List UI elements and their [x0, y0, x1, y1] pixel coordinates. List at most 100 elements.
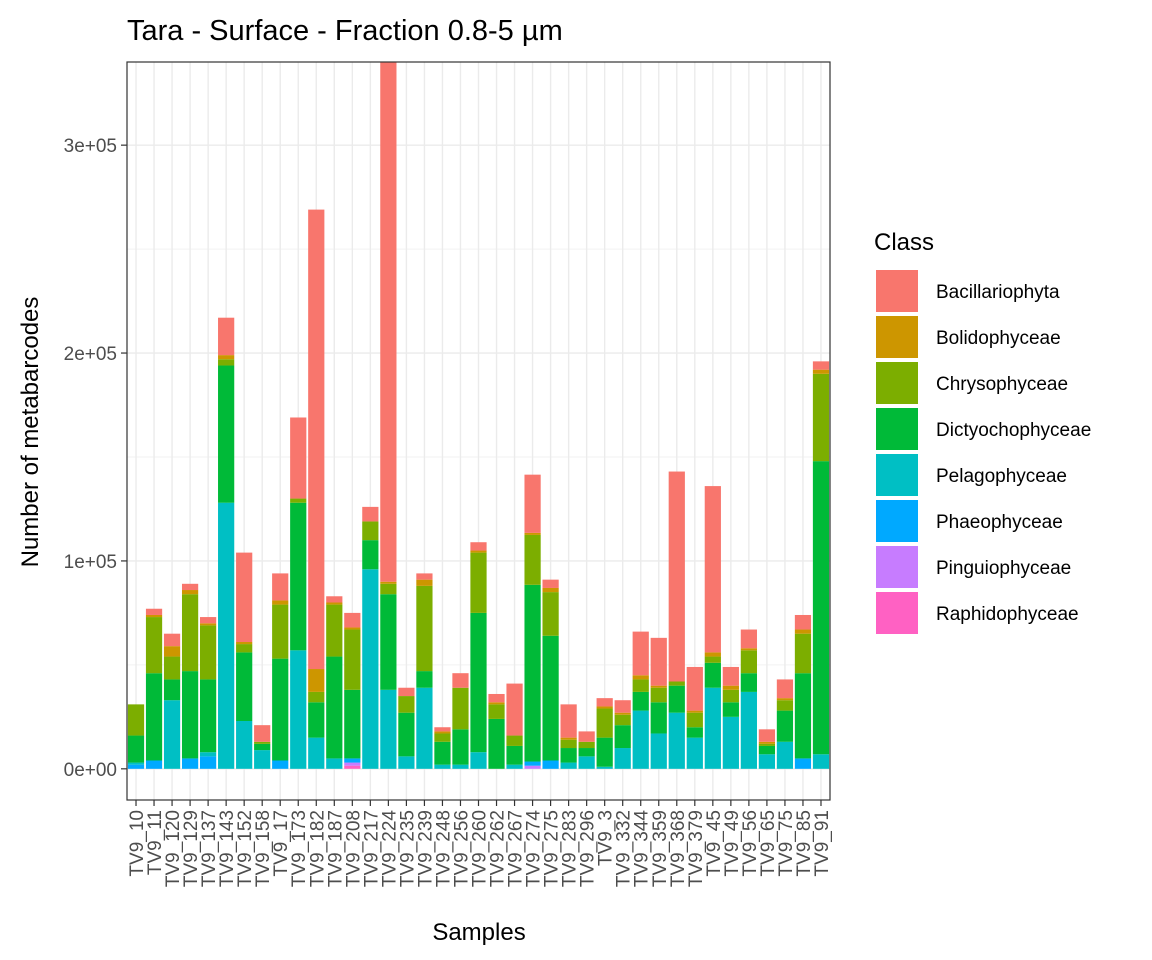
legend-label: Bolidophyceae — [936, 328, 1061, 349]
bar-segment — [127, 704, 145, 736]
legend-label: Raphidophyceae — [936, 604, 1079, 625]
bar-segment — [704, 652, 721, 657]
x-axis: TV9_10TV9_11TV9_120TV9_129TV9_137TV9_143… — [127, 800, 833, 887]
x-tick-label: TV9_10 — [127, 810, 148, 877]
bar-segment — [434, 741, 451, 765]
legend-key — [876, 316, 918, 358]
bar-segment — [452, 729, 469, 765]
bar-segment — [272, 658, 289, 761]
bar-segment — [596, 708, 613, 738]
bar-segment — [794, 633, 812, 674]
x-axis-title: Samples — [432, 919, 525, 946]
bar-segment — [290, 502, 307, 651]
x-tick-label: TV9_17 — [271, 810, 292, 877]
bar-segment — [344, 758, 361, 763]
bar-segment — [704, 662, 721, 688]
x-tick-label: TV9_187 — [325, 810, 346, 887]
bar-segment — [344, 629, 361, 690]
bar-segment — [686, 710, 703, 713]
y-axis: 0e+00 1e+05 2e+05 3e+05 — [64, 136, 127, 781]
bar-segment — [506, 683, 523, 736]
bar-segment — [632, 710, 649, 769]
bar-segment — [488, 704, 505, 719]
bar-segment — [650, 702, 667, 734]
x-tick-label: TV9_359 — [650, 810, 671, 887]
y-axis-title: Number of metabarcodes — [17, 297, 44, 568]
x-tick-label: TV9_65 — [758, 810, 779, 877]
x-tick-label: TV9_173 — [289, 810, 310, 887]
x-tick-label: TV9_120 — [163, 810, 184, 887]
legend-key — [876, 454, 918, 496]
bar-segment — [668, 712, 685, 769]
legend: Class Bacillariophyta Bolidophyceae Chryso… — [874, 229, 1091, 634]
bar-segment — [740, 648, 757, 651]
legend-label: Pinguiophyceae — [936, 558, 1071, 579]
bar-segment — [524, 765, 541, 769]
bar-segment — [542, 579, 559, 588]
x-tick-label: TV9_56 — [740, 810, 761, 877]
legend-key — [876, 546, 918, 588]
bar-segment — [740, 650, 757, 674]
bar-segment — [722, 666, 739, 686]
bar-segment — [704, 687, 721, 769]
bar-segment — [236, 721, 253, 769]
bar-segment — [650, 687, 667, 703]
bar-segment — [218, 365, 235, 503]
y-tick-label: 2e+05 — [64, 344, 117, 365]
bar-segment — [542, 592, 559, 636]
bar-segment — [362, 569, 379, 769]
bar-segment — [434, 727, 451, 732]
legend-label: Dictyochophyceae — [936, 420, 1091, 441]
bar-segment — [200, 679, 217, 753]
x-tick-label: TV9_11 — [145, 810, 166, 875]
bar-segment — [704, 656, 721, 663]
bar-segment — [596, 706, 613, 709]
x-tick-label: TV9_267 — [506, 810, 527, 887]
x-tick-label: TV9_3 — [596, 810, 617, 866]
bar-segment — [416, 671, 433, 688]
bar-segment — [362, 521, 379, 541]
x-tick-label: TV9_129 — [181, 810, 202, 887]
bar-segment — [398, 687, 415, 697]
bar-segment — [145, 617, 163, 674]
bar-segment — [812, 461, 830, 755]
x-tick-label: TV9_379 — [686, 810, 707, 887]
bar-segment — [362, 506, 379, 522]
bar-segment — [218, 502, 235, 769]
bar-segment — [488, 693, 505, 703]
legend-key — [876, 500, 918, 542]
legend-label: Bacillariophyta — [936, 282, 1060, 303]
legend-label: Chrysophyceae — [936, 374, 1068, 395]
bar-segment — [181, 758, 199, 769]
bar-segment — [200, 625, 217, 680]
bar-segment — [272, 600, 289, 605]
bar-segment — [776, 710, 794, 742]
bar-segment — [758, 745, 776, 755]
bar-segment — [181, 590, 199, 595]
bar-segment — [398, 712, 415, 757]
x-tick-label: TV9_75 — [776, 810, 797, 877]
bar-segment — [344, 762, 361, 766]
bar-segment — [722, 689, 739, 703]
bar-segment — [344, 627, 361, 630]
bar-segment — [254, 741, 271, 744]
bar-segment — [200, 617, 217, 624]
bar-segment — [542, 635, 559, 761]
bar-segment — [668, 681, 685, 686]
bar-segment — [614, 725, 631, 749]
x-tick-label: TV9_45 — [704, 810, 725, 877]
bar-segment — [596, 766, 613, 769]
bar-segment — [434, 731, 451, 734]
legend-title: Class — [874, 229, 934, 256]
bar-segment — [398, 756, 415, 769]
bar-segment — [740, 629, 757, 649]
bar-segment — [524, 584, 541, 762]
bar-segment — [740, 673, 757, 692]
bar-segment — [272, 604, 289, 659]
bar-segment — [236, 552, 253, 642]
bar-segment — [326, 596, 343, 603]
x-tick-label: TV9_182 — [307, 810, 328, 887]
bar-segment — [596, 698, 613, 707]
